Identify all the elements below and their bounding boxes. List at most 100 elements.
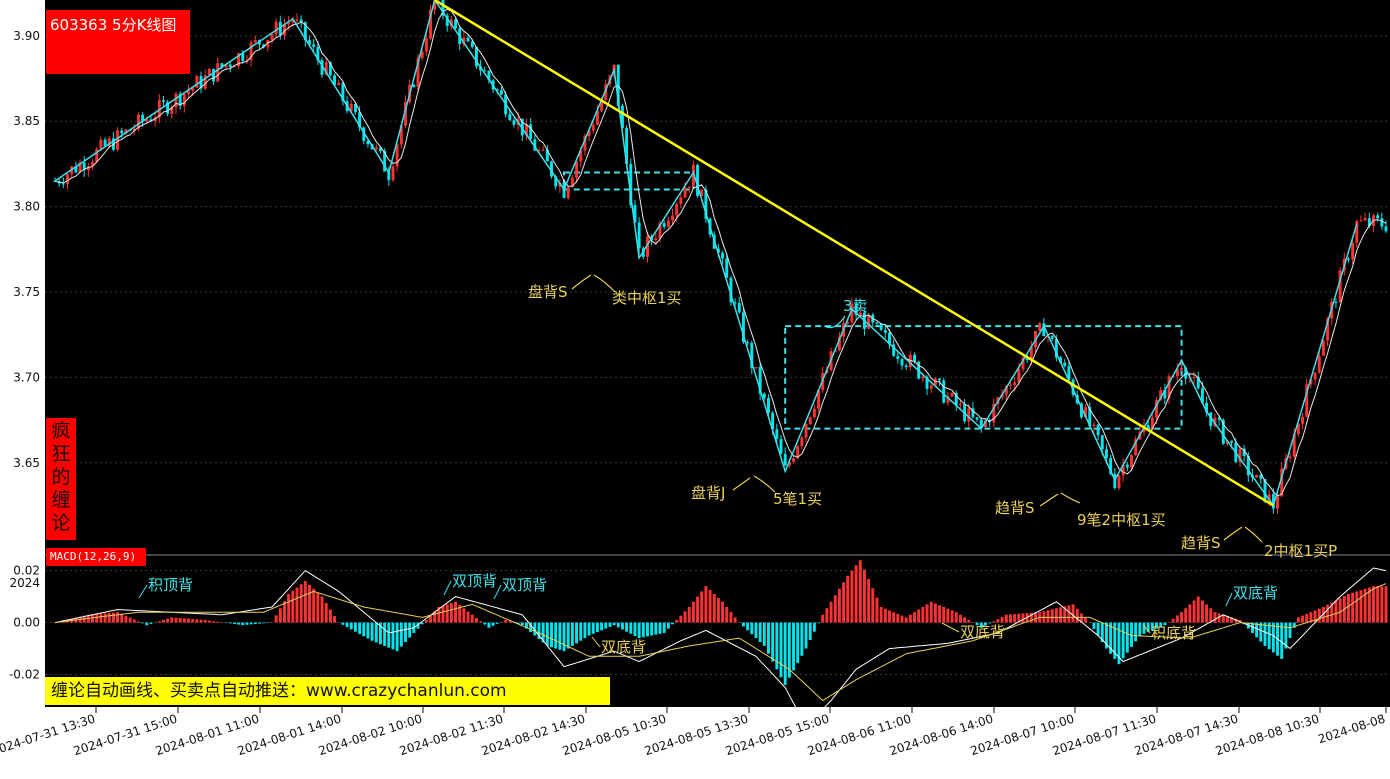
macd-histogram-bar	[967, 619, 971, 623]
candle-body	[858, 312, 862, 316]
candle-body	[1192, 377, 1196, 379]
macd-histogram-bar	[725, 606, 729, 623]
macd-histogram-bar	[687, 606, 691, 623]
macd-histogram-bar	[1096, 622, 1100, 636]
macd-histogram-bar	[312, 588, 316, 623]
macd-histogram-bar	[554, 622, 558, 649]
candle-body	[812, 408, 816, 418]
candle-body	[595, 110, 599, 125]
candle-body	[262, 44, 266, 48]
macd-histogram-bar	[353, 622, 357, 632]
candle-body	[216, 63, 220, 82]
macd-histogram-bar	[821, 614, 825, 623]
candle-body	[141, 114, 145, 122]
macd-histogram-bar	[91, 614, 95, 623]
candle-body	[950, 393, 954, 397]
annotation-arrow	[1244, 526, 1263, 543]
macd-histogram-bar	[783, 622, 787, 685]
candle-body	[499, 90, 503, 95]
candle-body	[754, 367, 758, 369]
candle-body	[203, 75, 207, 89]
candle-body	[750, 342, 754, 368]
macd-histogram-bar	[374, 622, 378, 643]
candle-body	[570, 177, 574, 187]
macd-histogram-bar	[1200, 600, 1204, 623]
candle-body	[741, 312, 745, 343]
macd-histogram-bar	[1155, 622, 1158, 629]
macd-histogram-bar	[958, 614, 962, 623]
macd-histogram-bar	[908, 614, 912, 623]
candle-body	[232, 66, 236, 68]
candle-body	[846, 322, 850, 324]
candle-body	[1238, 448, 1242, 462]
macd-histogram-bar	[1125, 622, 1129, 653]
candle-body	[1259, 474, 1263, 479]
macd-histogram-bar	[182, 618, 186, 623]
candle-body	[412, 84, 416, 87]
candle-body	[508, 114, 512, 121]
macd-histogram-bar	[433, 611, 437, 623]
macd-annotation-label: 双顶背	[502, 576, 547, 594]
candle-body	[1217, 417, 1221, 420]
macd-histogram-bar	[1104, 622, 1108, 649]
candle-body	[420, 51, 424, 59]
candle-body	[1159, 389, 1163, 401]
macd-histogram-bar	[1309, 612, 1313, 623]
macd-histogram-bar	[566, 622, 570, 649]
macd-histogram-bar	[775, 622, 779, 670]
macd-histogram-bar	[1355, 591, 1359, 623]
candle-body	[399, 125, 403, 145]
macd-histogram-bar	[308, 584, 311, 623]
macd-histogram-bar	[257, 622, 261, 624]
macd-histogram-bar	[754, 622, 758, 639]
macd-histogram-bar	[136, 621, 140, 623]
candle-body	[758, 367, 762, 394]
annotation-arrow	[732, 477, 751, 491]
macd-histogram-bar	[817, 622, 821, 624]
candle-body	[1079, 403, 1083, 418]
candle-body	[921, 376, 925, 379]
macd-histogram-bar	[424, 619, 428, 623]
candle-body	[337, 82, 341, 86]
candle-body	[662, 223, 666, 227]
macd-histogram-bar	[900, 615, 904, 623]
macd-histogram-bar	[604, 622, 608, 629]
macd-annotation-arrow	[443, 580, 452, 596]
candle-body	[925, 376, 929, 389]
macd-histogram-bar	[491, 622, 495, 626]
candle-body	[253, 39, 257, 43]
candle-body	[954, 393, 958, 406]
macd-histogram-bar	[1159, 622, 1163, 627]
macd-histogram-bar	[904, 617, 908, 623]
macd-histogram-bar	[929, 601, 933, 623]
macd-histogram-bar	[520, 622, 524, 626]
macd-histogram-bar	[1013, 614, 1017, 623]
macd-histogram-bar	[570, 622, 574, 646]
candle-body	[971, 408, 975, 418]
candle-body	[1276, 496, 1279, 509]
macd-histogram-bar	[525, 622, 528, 629]
macd-histogram-bar	[120, 614, 124, 623]
macd-histogram-bar	[1134, 622, 1138, 642]
macd-histogram-bar	[913, 612, 916, 623]
side-label-char: 疯	[51, 420, 71, 442]
candle-body	[525, 124, 528, 136]
macd-histogram-bar	[1313, 610, 1317, 623]
candle-body	[241, 53, 245, 61]
macd-histogram-bar	[1288, 622, 1292, 639]
side-label-char: 缠	[51, 489, 71, 511]
candle-body	[270, 34, 274, 40]
annotation-arrow	[1060, 492, 1081, 504]
candle-body	[462, 37, 466, 45]
candle-body	[983, 420, 987, 427]
macd-histogram-bar	[1113, 622, 1117, 659]
candle-body	[145, 119, 149, 122]
candle-body	[187, 90, 190, 94]
macd-histogram-bar	[349, 622, 353, 630]
candle-body	[324, 62, 328, 75]
macd-histogram-bar	[892, 612, 896, 623]
candle-body	[1288, 456, 1292, 459]
macd-histogram-bar	[274, 615, 278, 623]
candle-body	[1230, 440, 1234, 443]
